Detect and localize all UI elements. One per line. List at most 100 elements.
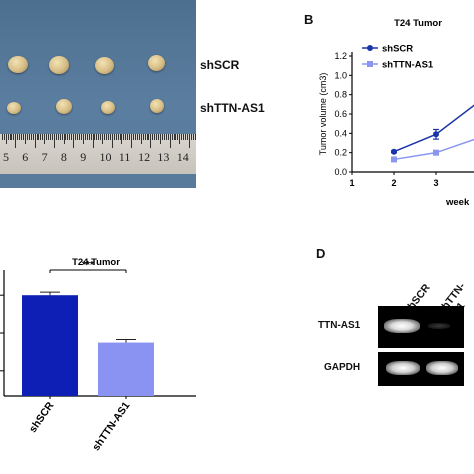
chart-b-line-1 bbox=[393, 138, 474, 161]
ruler-tick bbox=[154, 134, 156, 140]
ruler-tick bbox=[46, 134, 48, 140]
ruler-tick bbox=[167, 134, 169, 140]
band-ttn-as1-shscr bbox=[384, 319, 420, 333]
chart-b-legend-marker bbox=[367, 61, 373, 67]
ruler-number: 7 bbox=[41, 150, 48, 164]
line-chart: T24 Tumor 0.0 0.2 0.4 0.6 0.8 1.0 1.2 1 2 3 Tumor v… bbox=[318, 18, 474, 208]
ruler-tick bbox=[183, 134, 185, 140]
ruler-tick bbox=[104, 134, 106, 140]
ruler-tick bbox=[102, 134, 104, 144]
chart-b-title: T24 Tumor bbox=[394, 18, 442, 29]
ruler-tick bbox=[96, 134, 98, 140]
chart-b-point bbox=[433, 131, 439, 138]
ruler-number: 10 bbox=[99, 150, 112, 164]
ruler-tick bbox=[65, 134, 67, 140]
tumor-scr-3 bbox=[95, 57, 114, 74]
chart-c-xtick-label: shSCR bbox=[27, 400, 57, 435]
ruler-tick bbox=[24, 134, 26, 144]
ruler-tick bbox=[171, 134, 173, 140]
chart-b-legend-label: shSCR bbox=[382, 44, 413, 55]
ruler-tick bbox=[140, 134, 142, 144]
chart-b-point bbox=[391, 148, 397, 155]
ruler-tick bbox=[134, 134, 136, 140]
ruler-tick bbox=[30, 134, 32, 140]
ruler-tick bbox=[131, 134, 133, 148]
ruler-tick bbox=[161, 134, 163, 140]
ruler-tick bbox=[92, 134, 94, 148]
ruler-tick bbox=[26, 134, 28, 140]
chart-b-xtick-label: 1 bbox=[349, 178, 354, 188]
band-label-gapdh: GAPDH bbox=[324, 362, 361, 373]
chart-b-xtick-label: 2 bbox=[391, 178, 396, 188]
ruler-tick bbox=[115, 134, 117, 140]
chart-b-ytick-label: 0.0 bbox=[334, 167, 347, 177]
band-ttn-as1-shttn-as1 bbox=[428, 323, 450, 329]
ruler-tick bbox=[7, 134, 9, 140]
ruler-tick bbox=[36, 134, 38, 140]
ruler-tick bbox=[55, 134, 57, 140]
ruler-tick bbox=[78, 134, 80, 140]
ruler-tick bbox=[194, 134, 196, 140]
ruler-tick bbox=[17, 134, 19, 140]
chart-b-ytick-label: 0.8 bbox=[334, 90, 347, 100]
band-gapdh-shscr bbox=[386, 361, 420, 375]
tumor-scr-4 bbox=[148, 55, 165, 71]
ruler-tick bbox=[169, 134, 171, 148]
ruler-tick bbox=[69, 134, 71, 140]
ruler-tick bbox=[23, 134, 25, 140]
ruler-tick bbox=[1, 134, 3, 140]
ruler-number: 8 bbox=[60, 150, 67, 164]
tumor-kd-2 bbox=[56, 99, 72, 114]
ruler-tick bbox=[77, 134, 79, 140]
ruler-tick bbox=[152, 134, 154, 140]
ruler-number: 13 bbox=[157, 150, 170, 164]
ruler-tick bbox=[84, 134, 86, 140]
ruler-tick bbox=[90, 134, 92, 140]
ruler-tick bbox=[67, 134, 69, 140]
ruler-tick bbox=[19, 134, 21, 140]
ruler-tick bbox=[133, 134, 135, 140]
ruler-tick bbox=[117, 134, 119, 140]
chart-c-xtick-label: shTTN-AS1 bbox=[90, 400, 132, 453]
chart-b-xlabel: week bbox=[445, 197, 470, 208]
ruler-tick bbox=[98, 134, 100, 140]
ruler-tick bbox=[148, 134, 150, 140]
tumor-photo: 56789101112131415 bbox=[0, 0, 196, 188]
chart-b-ytick-label: 1.0 bbox=[334, 70, 347, 80]
chart-b-ylabel: Tumor volume (cm3) bbox=[318, 73, 328, 156]
ruler: 56789101112131415 bbox=[0, 134, 196, 174]
ruler-number: 14 bbox=[176, 150, 189, 164]
gel-ttn-as1 bbox=[378, 306, 464, 348]
ruler-tick bbox=[113, 134, 115, 140]
ruler-tick bbox=[80, 134, 82, 140]
ruler-tick bbox=[138, 134, 140, 140]
ruler-tick bbox=[144, 134, 146, 140]
ruler-number: 9 bbox=[80, 150, 87, 164]
ruler-tick bbox=[61, 134, 63, 140]
band-gapdh-shttn-as1 bbox=[426, 361, 458, 375]
tumor-kd-3 bbox=[101, 101, 115, 114]
tumor-scr-2 bbox=[49, 56, 69, 74]
chart-b-legend-marker bbox=[367, 45, 373, 51]
ruler-tick bbox=[107, 134, 109, 140]
chart-c-bar bbox=[22, 295, 78, 396]
ruler-tick bbox=[189, 134, 190, 148]
ruler-tick bbox=[94, 134, 96, 140]
chart-b-point bbox=[391, 156, 397, 163]
ruler-tick bbox=[119, 134, 121, 140]
tumor-scr-1 bbox=[8, 56, 28, 73]
ruler-tick bbox=[82, 134, 84, 144]
ruler-tick bbox=[75, 134, 77, 140]
ruler-tick bbox=[125, 134, 127, 140]
row-label-shttn-as1: shTTN-AS1 bbox=[200, 101, 265, 115]
ruler-tick bbox=[181, 134, 183, 140]
chart-c-title: T24 Tumor bbox=[72, 257, 120, 268]
ruler-tick bbox=[185, 134, 187, 140]
tumor-kd-4 bbox=[150, 99, 164, 113]
ruler-tick bbox=[88, 134, 90, 140]
panel-letter-b: B bbox=[304, 12, 314, 27]
ruler-tick bbox=[28, 134, 30, 140]
panel-letter-d: D bbox=[316, 246, 326, 261]
ruler-tick bbox=[179, 134, 181, 144]
ruler-tick bbox=[109, 134, 111, 140]
